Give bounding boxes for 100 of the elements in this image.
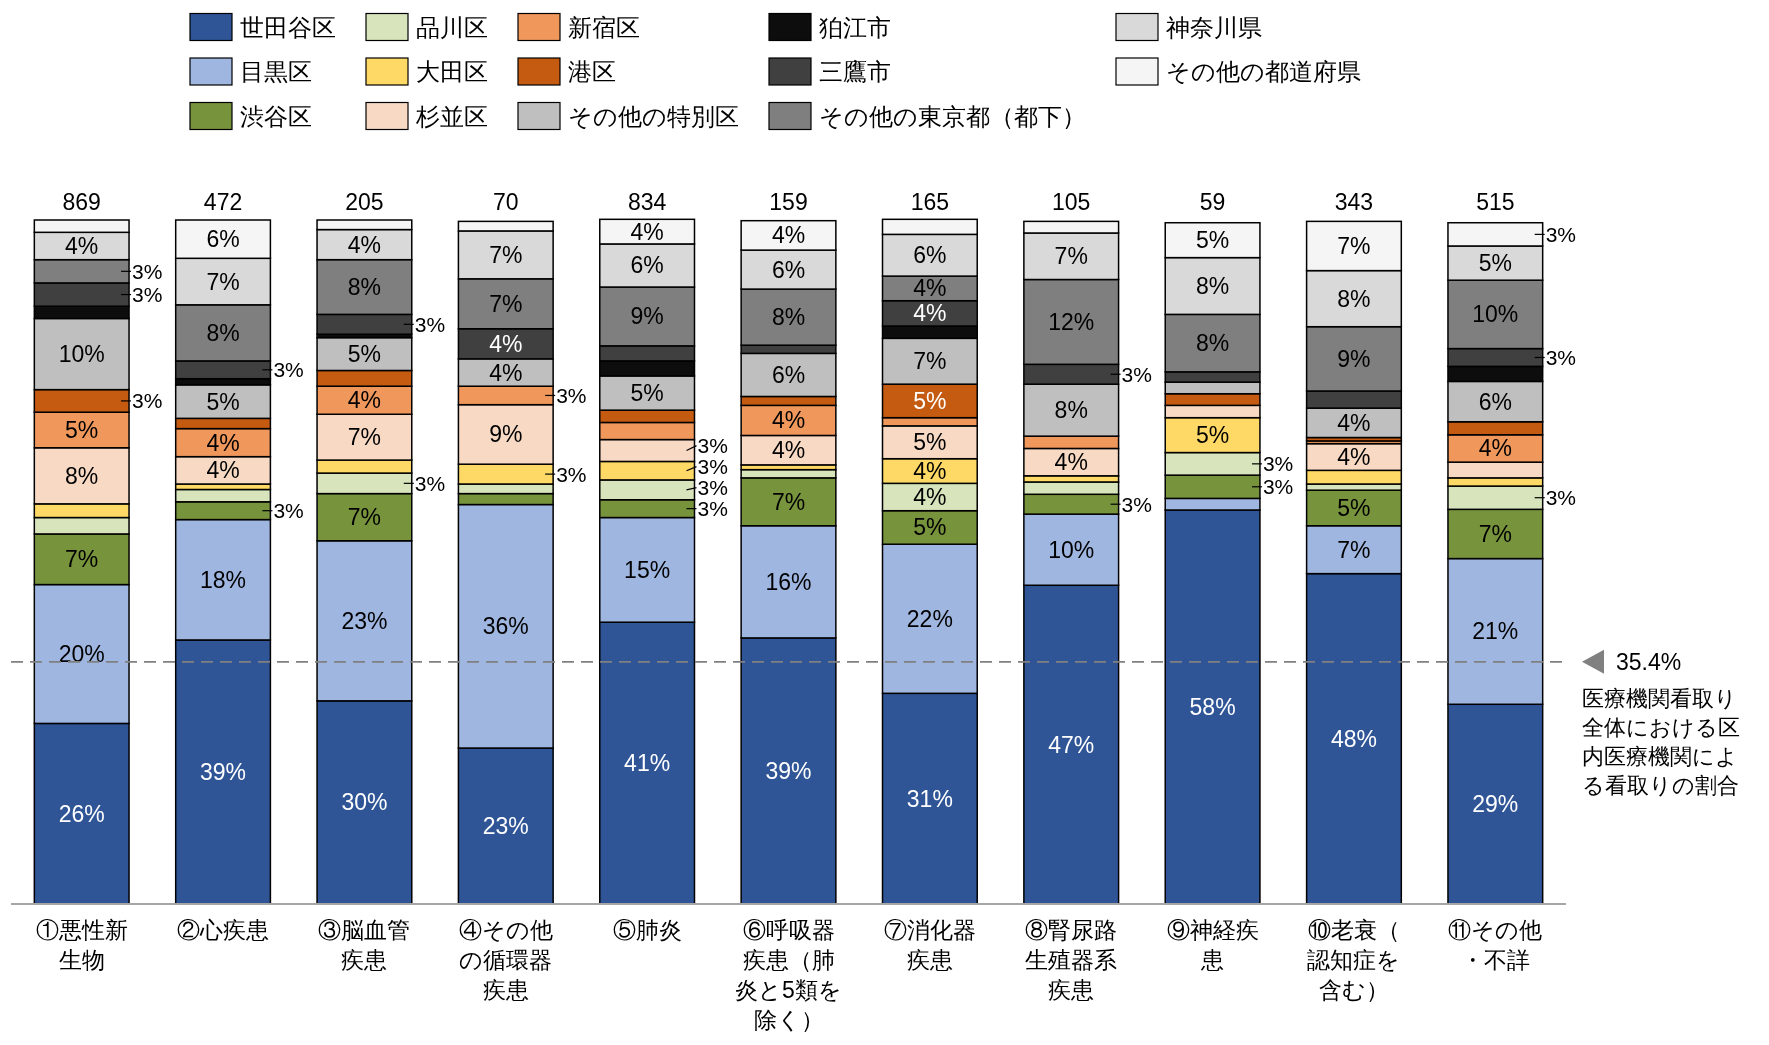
data-label: 3%: [556, 462, 587, 486]
data-label: 7%: [771, 488, 806, 515]
x-tick-label: ②心疾患: [177, 917, 270, 943]
data-label: 6%: [1478, 388, 1512, 415]
data-label: 21%: [1472, 618, 1519, 645]
data-label: 7%: [489, 241, 523, 268]
legend-label: 三鷹市: [819, 58, 891, 85]
data-label: 7%: [347, 504, 382, 531]
legend-label: 新宿区: [568, 13, 640, 41]
legend-label: 渋谷区: [240, 102, 312, 130]
data-label: 4%: [630, 218, 664, 245]
data-label: 4%: [1337, 409, 1371, 436]
data-label: 3%: [1545, 345, 1577, 369]
data-label: 15%: [624, 556, 671, 583]
data-label: 3%: [1121, 362, 1152, 386]
data-label: 5%: [1337, 494, 1371, 521]
data-label: 8%: [206, 319, 240, 346]
data-label: 4%: [913, 484, 947, 511]
data-label: 4%: [347, 387, 382, 414]
data-label: 3%: [1545, 486, 1577, 510]
data-label: 23%: [482, 813, 529, 840]
data-label: 5%: [206, 388, 240, 415]
legend-label: 狛江市: [819, 13, 891, 41]
data-label: 5%: [913, 387, 947, 414]
ref-line-label: 35.4%: [1616, 648, 1682, 675]
annotation: 515: [1476, 189, 1515, 215]
data-label: 31%: [906, 785, 953, 812]
data-label: 4%: [1337, 444, 1371, 471]
legend-label: 杉並区: [415, 102, 488, 130]
data-label: 8%: [1195, 330, 1230, 357]
data-label: 4%: [771, 407, 806, 434]
data-label: 9%: [489, 421, 523, 448]
text: 医療機関看取り全体における区内医療機関による看取りの割合: [1582, 685, 1740, 798]
data-label: 10%: [58, 341, 105, 368]
annotation: 159: [769, 189, 808, 215]
x-tick-label: ④その他の循環器疾患: [458, 917, 553, 1003]
data-label: 3%: [1545, 222, 1577, 246]
data-label: 6%: [630, 252, 664, 279]
x-tick-label: ⑥呼吸器疾患（肺炎と5類を除く）: [735, 917, 842, 1033]
data-label: 29%: [1472, 791, 1519, 818]
annotation: 834: [627, 189, 667, 215]
data-label: 7%: [347, 424, 382, 451]
data-label: 7%: [1054, 243, 1088, 270]
data-label: 8%: [65, 462, 99, 489]
data-label: 4%: [771, 437, 806, 464]
data-label: 4%: [347, 231, 382, 258]
data-label: 5%: [1195, 422, 1230, 449]
data-label: 3%: [1262, 475, 1294, 499]
data-label: 3%: [1262, 452, 1294, 476]
legend-label: 目黒区: [240, 58, 312, 85]
data-label: 4%: [771, 222, 806, 249]
data-label: 5%: [65, 416, 99, 443]
annotation: 869: [62, 189, 101, 215]
data-label: 9%: [1337, 345, 1371, 372]
data-label: 8%: [771, 304, 806, 331]
x-tick-label: ⑨神経疾患: [1166, 917, 1259, 973]
data-label: 4%: [913, 458, 947, 485]
annotation: 165: [910, 189, 950, 215]
data-label: 5%: [1478, 250, 1512, 277]
data-label: 7%: [913, 348, 947, 375]
legend-label: 世田谷区: [240, 13, 336, 41]
data-label: 12%: [1048, 308, 1095, 335]
data-label: 3%: [132, 259, 163, 283]
data-label: 8%: [1337, 285, 1371, 312]
legend-label: 大田区: [416, 58, 488, 85]
data-label: 7%: [1337, 232, 1371, 259]
data-label: 4%: [1054, 449, 1088, 476]
data-label: 4%: [206, 457, 240, 484]
x-tick-label: ③脳血管疾患: [318, 917, 411, 973]
data-label: 47%: [1048, 731, 1095, 758]
data-label: 18%: [200, 566, 247, 593]
annotation: 205: [345, 189, 384, 215]
data-label: 7%: [1337, 536, 1371, 563]
data-label: 48%: [1330, 725, 1377, 752]
data-label: 10%: [1048, 536, 1095, 563]
legend-label: 神奈川県: [1166, 13, 1262, 41]
x-tick-label: ⑤肺炎: [612, 917, 682, 943]
data-label: 22%: [906, 605, 953, 632]
data-label: 6%: [913, 242, 947, 269]
data-label: 30%: [341, 789, 388, 816]
x-tick-label: ⑪その他・不詳: [1448, 917, 1543, 973]
data-label: 5%: [630, 380, 664, 407]
data-label: 5%: [913, 514, 947, 541]
data-label: 41%: [624, 750, 671, 777]
data-label: 7%: [65, 546, 99, 573]
legend-label: その他の東京都（都下）: [819, 102, 1086, 130]
data-label: 3%: [273, 499, 304, 523]
data-label: 6%: [771, 361, 806, 388]
data-label: 58%: [1189, 694, 1236, 721]
data-label: 10%: [1472, 301, 1519, 328]
data-label: 7%: [206, 268, 240, 295]
data-label: 20%: [58, 641, 105, 667]
data-label: 26%: [58, 800, 105, 827]
x-tick-label: ①悪性新生物: [35, 917, 128, 973]
data-label: 4%: [65, 232, 99, 259]
data-label: 5%: [347, 341, 382, 368]
annotation: 59: [1199, 189, 1226, 215]
data-label: 6%: [771, 256, 806, 283]
data-label: 9%: [630, 303, 664, 330]
data-label: 4%: [913, 275, 947, 302]
